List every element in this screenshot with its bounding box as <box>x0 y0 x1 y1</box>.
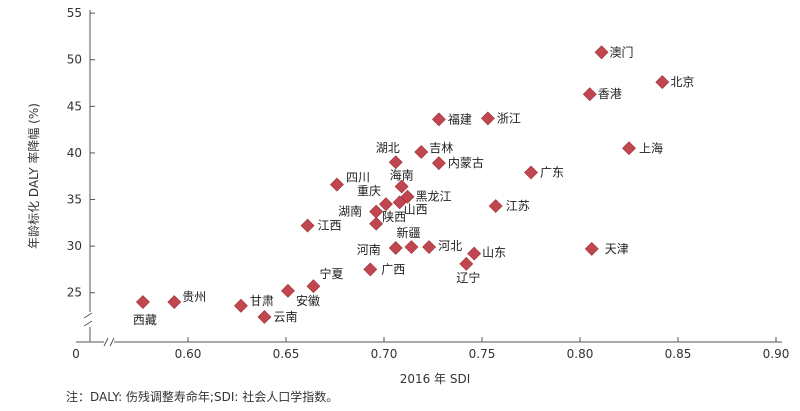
y-tick-label: 35 <box>67 193 82 207</box>
y-axis-break-mark <box>83 312 93 327</box>
data-point <box>594 45 609 60</box>
data-label: 河北 <box>438 239 462 253</box>
x-axis-title: 2016 年 SDI <box>400 372 471 386</box>
data-point <box>135 295 150 309</box>
data-points <box>135 45 670 324</box>
data-point <box>488 199 503 213</box>
data-label: 香港 <box>598 87 622 101</box>
x-tick-label: 0.85 <box>665 347 692 361</box>
footnote: 注：DALY: 伤残调整寿命年;SDI: 社会人口学指数。 <box>66 390 339 404</box>
data-label: 吉林 <box>429 141 453 155</box>
data-label: 浙江 <box>497 111 521 125</box>
data-point <box>306 279 321 294</box>
data-label: 江西 <box>318 219 342 233</box>
data-point <box>388 241 403 255</box>
x-tick-label: 0.65 <box>273 347 300 361</box>
data-point <box>524 165 538 180</box>
y-axis-title: 年龄标化 DALY 率降幅 (%) <box>26 103 41 249</box>
x-axis-break-mark <box>103 337 115 347</box>
data-point <box>431 112 446 127</box>
y-tick-label: 30 <box>67 239 82 253</box>
data-label: 山东 <box>482 246 506 260</box>
data-point <box>467 246 482 261</box>
data-point <box>392 195 407 210</box>
data-label: 西藏 <box>133 313 157 327</box>
data-point <box>655 75 670 90</box>
data-point <box>414 145 429 159</box>
data-label: 上海 <box>639 140 663 155</box>
data-label: 山西 <box>404 202 428 216</box>
data-point <box>422 240 437 254</box>
data-point <box>584 241 599 256</box>
data-label: 新疆 <box>396 225 420 240</box>
data-label: 黑龙江 <box>416 190 452 204</box>
axes: 25 30 35 40 45 50 55 0 0.60 0.65 0.70 0.75 0.80 0.85 0… <box>67 6 790 361</box>
y-tick-label: 45 <box>67 99 82 113</box>
data-label: 四川 <box>346 171 370 185</box>
data-point <box>369 216 384 231</box>
data-point <box>281 283 295 298</box>
y-tick-label: 50 <box>67 53 82 67</box>
data-label: 澳门 <box>610 44 634 59</box>
data-label: 福建 <box>448 111 472 126</box>
data-label: 海南 <box>390 167 414 182</box>
data-label: 天津 <box>605 242 629 256</box>
data-label: 河南 <box>357 242 381 257</box>
data-label: 贵州 <box>182 290 206 304</box>
data-point <box>300 218 315 233</box>
data-label: 云南 <box>273 309 297 324</box>
data-label: 广东 <box>540 165 564 179</box>
data-label: 陕西 <box>382 209 406 224</box>
data-label: 安徽 <box>296 293 320 308</box>
data-point <box>622 141 636 156</box>
data-point <box>388 155 403 170</box>
data-point <box>394 179 409 194</box>
data-point <box>431 156 446 171</box>
data-point <box>233 298 248 313</box>
data-point <box>459 256 474 271</box>
data-point <box>369 204 384 219</box>
data-point <box>330 177 344 192</box>
x-tick-label: 0.60 <box>175 347 202 361</box>
data-point <box>363 262 378 277</box>
data-label: 湖南 <box>338 204 362 219</box>
y-tick-label: 25 <box>67 286 82 300</box>
data-point <box>582 87 597 102</box>
x-tick-label: 0 <box>72 347 80 361</box>
x-tick-label: 0.70 <box>371 347 398 361</box>
data-label: 广西 <box>381 262 405 276</box>
data-point <box>257 310 272 324</box>
x-tick-label: 0.80 <box>567 347 594 361</box>
data-point <box>379 197 393 212</box>
y-tick-label: 40 <box>67 146 82 160</box>
x-tick-label: 0.75 <box>469 347 496 361</box>
data-label: 宁夏 <box>319 266 343 281</box>
y-tick-label: 55 <box>67 6 82 20</box>
data-label: 内蒙古 <box>448 155 484 170</box>
data-label: 辽宁 <box>456 270 480 285</box>
data-label: 重庆 <box>357 184 381 198</box>
data-point <box>400 189 415 204</box>
data-point <box>167 295 182 309</box>
x-tick-label: 0.90 <box>763 347 790 361</box>
data-point <box>404 240 419 254</box>
data-point <box>480 111 495 126</box>
data-label: 北京 <box>670 75 694 89</box>
data-label: 江苏 <box>506 199 530 213</box>
data-label: 湖北 <box>376 140 400 155</box>
data-label: 甘肃 <box>250 294 274 308</box>
